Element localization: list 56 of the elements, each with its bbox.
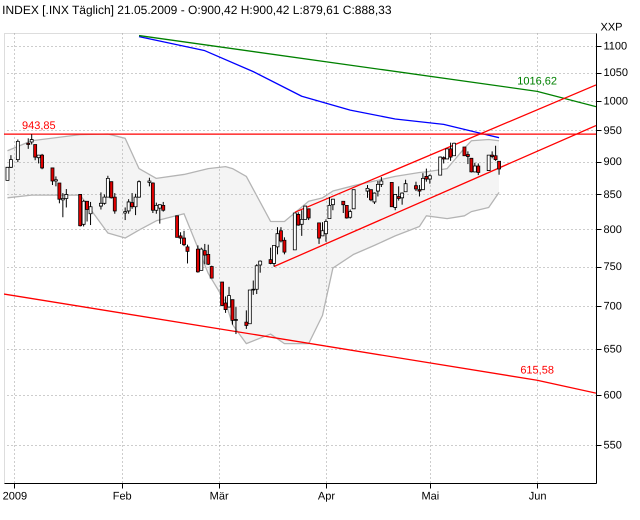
- y-tick-label: 1050: [604, 67, 628, 80]
- candlestick: [210, 265, 214, 279]
- x-tick-label: Mai: [421, 490, 440, 502]
- candlestick: [348, 209, 352, 220]
- y-tick-label: 700: [604, 300, 622, 313]
- x-tick-label: 2009: [2, 490, 28, 502]
- candlestick: [300, 210, 304, 236]
- y-tick-label: 1100: [604, 40, 628, 52]
- ref-line-label: 943,85: [22, 120, 56, 132]
- candlestick: [352, 189, 356, 210]
- candlestick: [158, 204, 162, 224]
- candlestick: [88, 201, 92, 226]
- candlestick: [317, 222, 321, 244]
- candlestick: [206, 244, 210, 266]
- candlestick: [366, 184, 370, 198]
- y-tick-label: 900: [604, 156, 622, 168]
- candlestick: [199, 247, 204, 271]
- annotation: 615,58: [520, 364, 554, 376]
- candlestick: [40, 153, 44, 170]
- x-tick-label: Apr: [318, 490, 336, 502]
- line-series: [6, 192, 500, 344]
- line-series: [6, 133, 500, 222]
- y-tick-label: 750: [604, 261, 622, 274]
- candlestick: [306, 208, 311, 221]
- y-tick-label: 1000: [604, 95, 628, 108]
- candlestick: [50, 167, 54, 186]
- candlestick: [472, 162, 477, 173]
- chart-title: INDEX [.INX Täglich] 21.05.2009 - O:900,42 H:900,42 L:879,61 C:888,33: [2, 3, 392, 17]
- candlestick: [448, 142, 452, 162]
- candlestick: [324, 218, 328, 242]
- x-tick-label: Jun: [528, 490, 547, 502]
- y-tick-label: 650: [604, 343, 622, 356]
- x-tick-label: Feb: [112, 490, 132, 502]
- candlestick: [196, 244, 200, 274]
- line-series: [138, 36, 500, 138]
- candlestick: [85, 200, 89, 222]
- y-tick-label: 950: [604, 124, 622, 137]
- candlestick: [344, 204, 349, 220]
- candlestick: [268, 247, 272, 265]
- candlestick: [26, 138, 30, 150]
- annotation: 1016,62: [517, 75, 558, 88]
- candlestick: [486, 154, 491, 171]
- candlestick: [16, 139, 20, 163]
- y-axis-title: XXP: [600, 22, 623, 34]
- candlestick: [99, 192, 103, 210]
- candlestick: [438, 156, 442, 176]
- y-tick-label: 850: [604, 188, 622, 201]
- candlestick: [328, 196, 332, 220]
- x-tick-label: Mär: [210, 490, 229, 502]
- candlestick: [254, 264, 259, 295]
- candlestick: [130, 192, 134, 210]
- candlestick: [476, 162, 480, 176]
- y-tick-label: 600: [604, 390, 622, 402]
- y-tick-label: 800: [604, 224, 622, 236]
- y-tick-label: 550: [604, 440, 622, 452]
- candlestick: [369, 189, 373, 202]
